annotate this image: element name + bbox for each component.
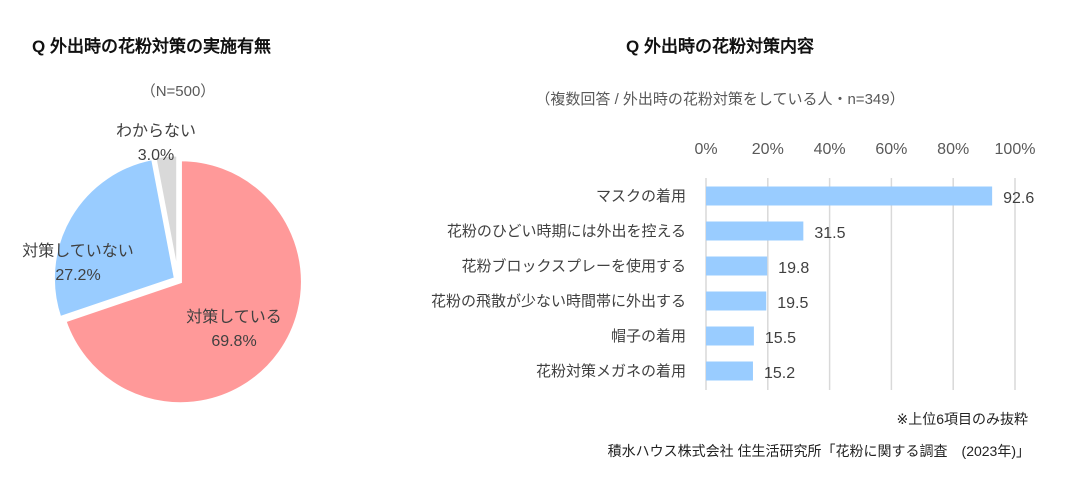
bar-value-label: 19.8 (778, 260, 809, 277)
x-tick-label: 20% (752, 141, 784, 158)
bar-title: Q 外出時の花粉対策内容 (626, 36, 814, 56)
bar (706, 326, 754, 346)
bar-value-label: 15.5 (765, 330, 796, 347)
pie-slice (153, 153, 180, 278)
bar (706, 256, 768, 276)
category-label: 花粉対策メガネの着用 (536, 363, 686, 380)
bar (706, 221, 804, 241)
pie-chart: 対策している 69.8% 対策していない 27.2% わからない 3.0% (22, 122, 304, 406)
x-tick-label: 80% (937, 141, 969, 158)
category-label: マスクの着用 (596, 188, 686, 205)
bar-subtitle: （複数回答 / 外出時の花粉対策をしている人・n=349） (535, 91, 904, 108)
extract-note: ※上位6項目のみ抜粋 (896, 411, 1028, 427)
pie-slice-value: 3.0% (138, 147, 174, 164)
pie-slice-value: 27.2% (55, 267, 100, 284)
category-label: 花粉の飛散が少ない時間帯に外出する (431, 293, 686, 310)
category-label: 花粉のひどい時期には外出を控える (447, 223, 686, 240)
pie-slice (51, 156, 178, 320)
bar-chart: 0% 20% 40% 60% 80% 100% マスクの着用 92.6 花粉のひどい時期には外出… (431, 141, 1035, 390)
pie-title: Q 外出時の花粉対策の実施有無 (32, 36, 271, 56)
x-tick-label: 40% (814, 141, 846, 158)
x-tick-label: 60% (875, 141, 907, 158)
pie-slice-label: 対策している (186, 308, 282, 326)
pie-subtitle: （N=500） (141, 83, 216, 100)
bar-value-label: 15.2 (764, 365, 795, 382)
pie-slice (62, 158, 304, 406)
bar-value-label: 31.5 (814, 225, 845, 242)
source-note: 積水ハウス株式会社 住生活研究所「花粉に関する調査 (2023年)」 (608, 443, 1030, 459)
bar-value-label: 92.6 (1003, 190, 1034, 207)
bar (706, 291, 767, 311)
x-tick-label: 100% (995, 141, 1036, 158)
bar (706, 361, 753, 381)
pie-slice-label: わからない (116, 122, 196, 140)
pie-slice-value: 69.8% (211, 333, 256, 350)
category-label: 花粉ブロックスプレーを使用する (461, 257, 686, 275)
x-tick-label: 0% (694, 141, 717, 158)
bar (706, 186, 993, 206)
category-label: 帽子の着用 (611, 328, 686, 345)
bar-value-label: 19.5 (777, 295, 808, 312)
pie-slice-label: 対策していない (22, 242, 134, 260)
